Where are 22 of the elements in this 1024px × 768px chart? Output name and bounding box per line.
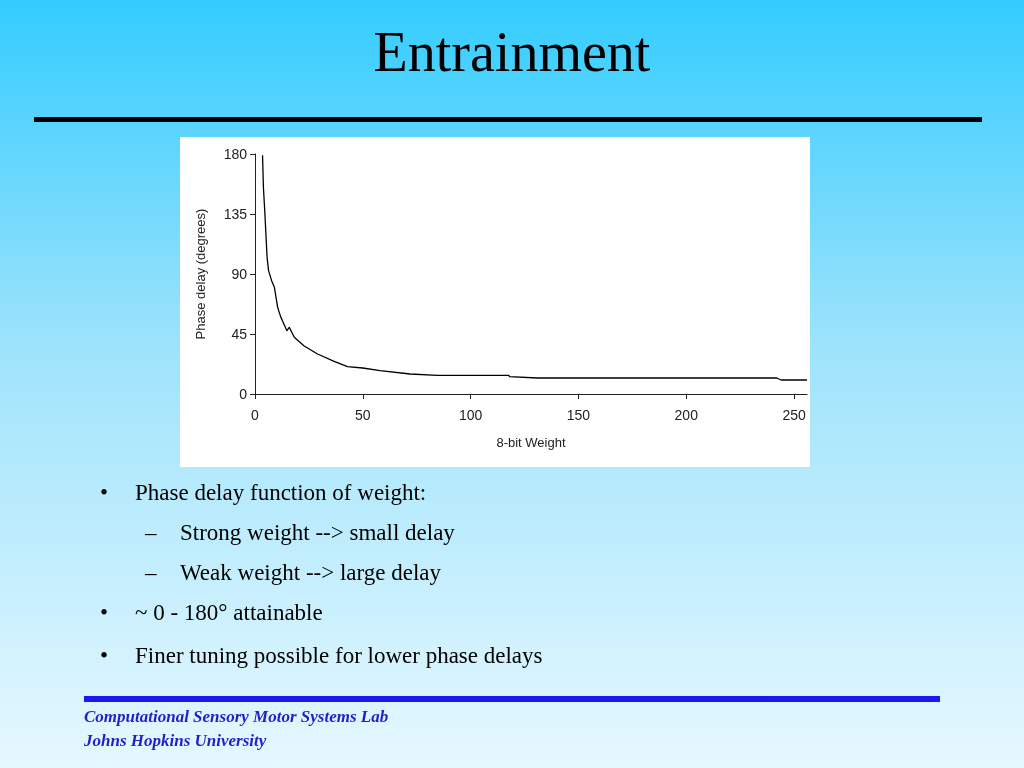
y-tick-label: 45 xyxy=(231,326,248,342)
y-tick-label: 90 xyxy=(231,266,248,282)
x-tick-label: 150 xyxy=(566,407,591,423)
x-tick-label: 100 xyxy=(458,407,483,423)
x-axis-title: 8-bit Weight xyxy=(496,435,566,450)
text: – Weak weight --> large delay xyxy=(145,560,442,586)
text: Computational Sensory Motor Systems Lab xyxy=(84,707,389,726)
text: • Phase delay function of weight: xyxy=(100,480,427,506)
y-tick-label: 0 xyxy=(239,386,248,402)
x-tick-label: 250 xyxy=(782,407,806,423)
line-series xyxy=(261,154,808,381)
text: Johns Hopkins University xyxy=(84,731,267,750)
y-tick-label: 180 xyxy=(223,146,248,162)
y-axis-title: Phase delay (degrees) xyxy=(193,208,208,340)
x-tick-label: 0 xyxy=(251,407,260,423)
text: – Strong weight --> small delay xyxy=(145,520,455,546)
x-tick-label: 50 xyxy=(355,407,371,423)
x-tick-label: 200 xyxy=(674,407,699,423)
y-tick-label: 135 xyxy=(223,206,248,222)
text: • ~ 0 - 180° attainable xyxy=(100,600,323,626)
chart-title: Entrainment xyxy=(372,20,652,84)
text: • Finer tuning possible for lower phase delays xyxy=(100,643,543,669)
